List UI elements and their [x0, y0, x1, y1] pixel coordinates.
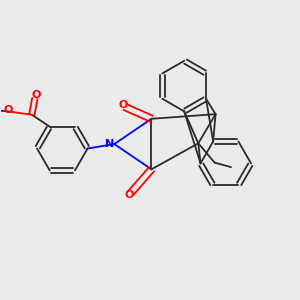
- Text: O: O: [32, 90, 41, 100]
- Text: N: N: [105, 139, 115, 149]
- Text: O: O: [4, 105, 14, 115]
- Text: O: O: [124, 190, 134, 200]
- Text: O: O: [118, 100, 128, 110]
